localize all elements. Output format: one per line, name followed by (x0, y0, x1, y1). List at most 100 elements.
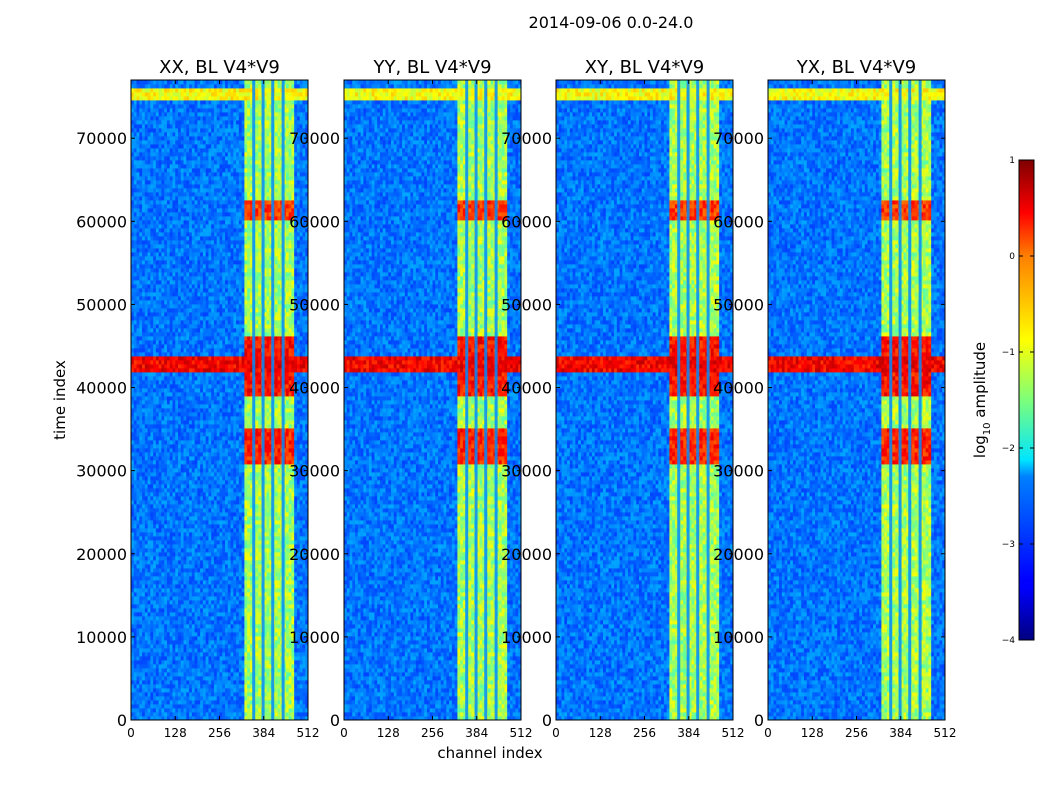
heatmap-cell (139, 656, 142, 660)
heatmap-cell (145, 664, 148, 668)
heatmap-cell (189, 696, 192, 700)
heatmap-cell (203, 680, 206, 684)
heatmap-cell (137, 684, 140, 688)
heatmap-cell (297, 692, 300, 696)
heatmap-cell (236, 656, 239, 660)
heatmap-cell (217, 652, 220, 656)
heatmap-cell (134, 680, 137, 684)
heatmap-cell (228, 676, 231, 680)
heatmap-cell (236, 676, 239, 680)
heatmap-cell (172, 652, 175, 656)
heatmap-cell (289, 684, 292, 688)
heatmap-cell (239, 668, 242, 672)
heatmap-cell (203, 704, 206, 708)
heatmap-cell (228, 656, 231, 660)
heatmap-cell (275, 672, 278, 676)
heatmap-cell (192, 660, 195, 664)
heatmap-cell (170, 700, 173, 704)
heatmap-cell (139, 712, 142, 716)
heatmap-cell (186, 696, 189, 700)
heatmap-cell (233, 684, 236, 688)
heatmap-cell (137, 688, 140, 692)
heatmap-cell (231, 660, 234, 664)
heatmap-cell (258, 692, 261, 696)
heatmap-cell (255, 696, 258, 700)
heatmap-cell (231, 676, 234, 680)
heatmap-cell (233, 692, 236, 696)
heatmap-cell (156, 692, 159, 696)
heatmap-cell (170, 684, 173, 688)
heatmap-cell (186, 712, 189, 716)
heatmap-cell (189, 684, 192, 688)
heatmap-cell (161, 696, 164, 700)
heatmap-cell (242, 672, 245, 676)
heatmap-cell (189, 672, 192, 676)
heatmap-cell (172, 672, 175, 676)
heatmap-cell (278, 692, 281, 696)
heatmap-cell (175, 668, 178, 672)
figure: 2014-09-06 0.0-24.0 XX, BL V4*V90 128 256 3… (0, 0, 1050, 800)
heatmap-cell (159, 664, 162, 668)
heatmap-cell (258, 668, 261, 672)
heatmap-cell (156, 700, 159, 704)
heatmap-cell (286, 712, 289, 716)
heatmap-cell (184, 660, 187, 664)
heatmap-cell (200, 692, 203, 696)
heatmap-cell (192, 672, 195, 676)
heatmap-cell (159, 696, 162, 700)
heatmap-cell (217, 696, 220, 700)
heatmap-cell (228, 688, 231, 692)
heatmap-cell (195, 700, 198, 704)
heatmap-cell (214, 696, 217, 700)
heatmap-cell (197, 708, 200, 712)
heatmap-cell (231, 712, 234, 716)
heatmap-cell (181, 692, 184, 696)
heatmap-cell (255, 704, 258, 708)
heatmap-cell (145, 680, 148, 684)
heatmap-cell (222, 672, 225, 676)
heatmap-cell (159, 660, 162, 664)
heatmap-cell (228, 692, 231, 696)
heatmap-cell (267, 672, 270, 676)
heatmap-cell (161, 676, 164, 680)
heatmap-cell (206, 688, 209, 692)
heatmap-cell (184, 692, 187, 696)
heatmap-cell (161, 712, 164, 716)
heatmap-cell (222, 676, 225, 680)
heatmap-cell (181, 660, 184, 664)
heatmap-cell (247, 680, 250, 684)
heatmap-cell (156, 680, 159, 684)
heatmap-cell (275, 668, 278, 672)
heatmap-cell (134, 676, 137, 680)
heatmap-cell (291, 704, 294, 708)
heatmap-cell (148, 652, 151, 656)
heatmap-cell (195, 704, 198, 708)
heatmap-cell (291, 712, 294, 716)
heatmap-cell (175, 676, 178, 680)
heatmap-cell (208, 660, 211, 664)
heatmap-cell (222, 700, 225, 704)
heatmap-cell (239, 660, 242, 664)
heatmap-cell (175, 688, 178, 692)
heatmap-cell (258, 672, 261, 676)
heatmap-cell (181, 676, 184, 680)
heatmap-cell (181, 700, 184, 704)
heatmap-cell (156, 652, 159, 656)
heatmap-cell (275, 704, 278, 708)
heatmap-cell (181, 652, 184, 656)
heatmap-cell (222, 704, 225, 708)
heatmap-cell (267, 668, 270, 672)
heatmap-cell (231, 664, 234, 668)
heatmap-cell (153, 652, 156, 656)
heatmap-cell (178, 696, 181, 700)
heatmap-cell (170, 704, 173, 708)
heatmap-cell (302, 664, 305, 668)
heatmap-cell (148, 696, 151, 700)
heatmap-cell (134, 688, 137, 692)
heatmap-cell (291, 688, 294, 692)
heatmap-cell (167, 668, 170, 672)
heatmap-cell (231, 692, 234, 696)
heatmap-cell (211, 708, 214, 712)
heatmap-cell (208, 684, 211, 688)
heatmap-cell (145, 696, 148, 700)
